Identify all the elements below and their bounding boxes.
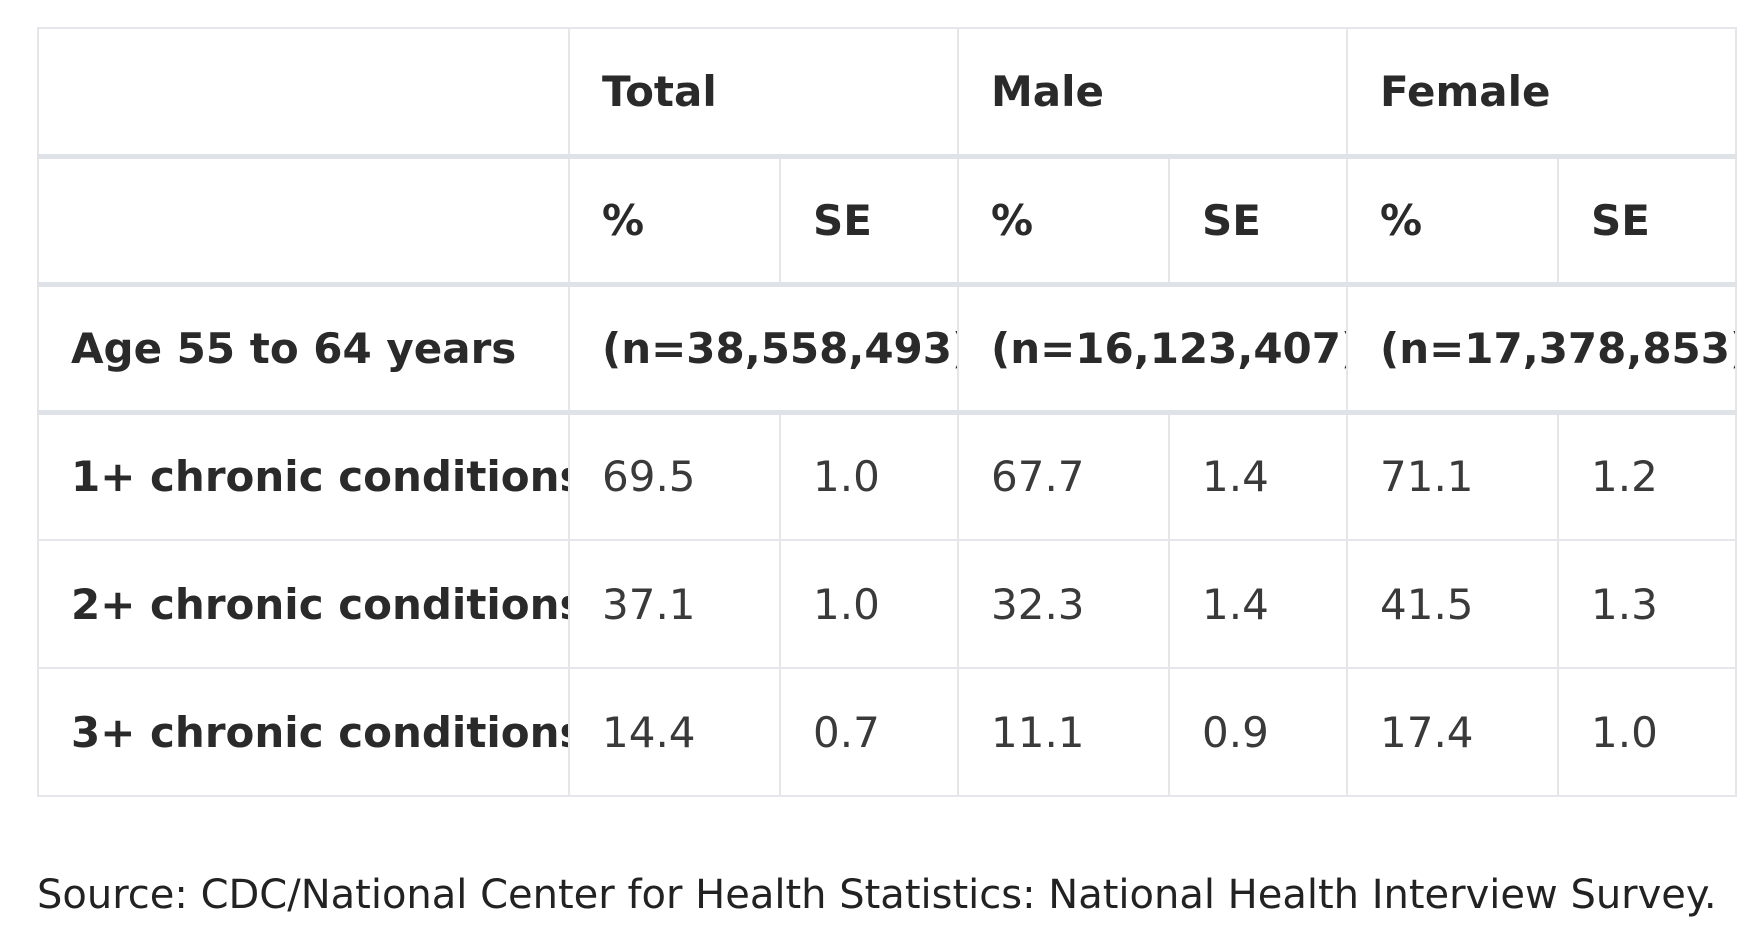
subheader-row: % SE % SE % SE xyxy=(37,155,1737,287)
header-female: Female xyxy=(1346,27,1737,159)
table-row: 3+ chronic conditions 14.4 0.7 11.1 0.9 … xyxy=(37,667,1737,797)
population-total: (n=38,558,493) xyxy=(568,283,959,415)
population-label: Age 55 to 64 years xyxy=(37,283,570,415)
subheader-female-se: SE xyxy=(1557,155,1737,287)
table-cell: 37.1 xyxy=(568,539,781,669)
table-cell: 67.7 xyxy=(957,411,1170,541)
population-male: (n=16,123,407) xyxy=(957,283,1348,415)
table-cell: 1.2 xyxy=(1557,411,1737,541)
table-cell: 14.4 xyxy=(568,667,781,797)
header-total: Total xyxy=(568,27,959,159)
group-header-row: Total Male Female xyxy=(37,27,1737,159)
table-row: 1+ chronic conditions 69.5 1.0 67.7 1.4 … xyxy=(37,411,1737,541)
subheader-total-percent: % xyxy=(568,155,781,287)
table-cell: 0.7 xyxy=(779,667,959,797)
header-male: Male xyxy=(957,27,1348,159)
row-label: 3+ chronic conditions xyxy=(37,667,570,797)
row-label: 2+ chronic conditions xyxy=(37,539,570,669)
table-cell: 0.9 xyxy=(1168,667,1348,797)
population-row: Age 55 to 64 years (n=38,558,493) (n=16,… xyxy=(37,283,1737,415)
source-note: Source: CDC/National Center for Health S… xyxy=(37,872,1717,918)
table-cell: 71.1 xyxy=(1346,411,1559,541)
subheader-male-percent: % xyxy=(957,155,1170,287)
subheader-male-se: SE xyxy=(1168,155,1348,287)
chronic-conditions-table: Total Male Female % SE % SE % SE Age 55 … xyxy=(37,27,1737,797)
data-table-container: Total Male Female % SE % SE % SE Age 55 … xyxy=(37,27,1737,797)
table-cell: 1.4 xyxy=(1168,539,1348,669)
table-cell: 41.5 xyxy=(1346,539,1559,669)
table-cell: 17.4 xyxy=(1346,667,1559,797)
population-female: (n=17,378,853) xyxy=(1346,283,1737,415)
table-cell: 1.3 xyxy=(1557,539,1737,669)
empty-header-cell xyxy=(37,27,570,159)
table-cell: 69.5 xyxy=(568,411,781,541)
row-label: 1+ chronic conditions xyxy=(37,411,570,541)
table-cell: 1.0 xyxy=(779,411,959,541)
empty-subheader-cell xyxy=(37,155,570,287)
subheader-female-percent: % xyxy=(1346,155,1559,287)
table-cell: 1.4 xyxy=(1168,411,1348,541)
table-cell: 11.1 xyxy=(957,667,1170,797)
table-row: 2+ chronic conditions 37.1 1.0 32.3 1.4 … xyxy=(37,539,1737,669)
table-cell: 1.0 xyxy=(779,539,959,669)
table-cell: 32.3 xyxy=(957,539,1170,669)
subheader-total-se: SE xyxy=(779,155,959,287)
table-cell: 1.0 xyxy=(1557,667,1737,797)
